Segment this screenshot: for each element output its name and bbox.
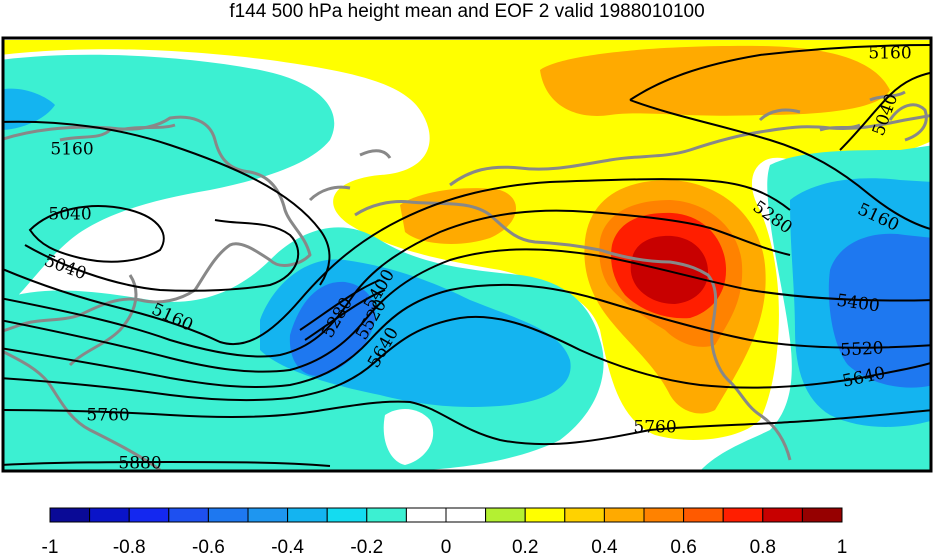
colorbar-swatch [762,507,803,523]
colorbar-tick-label: -1 [42,537,59,558]
coast-islands [359,90,906,159]
colorbar-tick-label: -0.4 [271,537,304,558]
colorbar-swatch [366,507,407,523]
contour-5640 [3,315,931,402]
colorbar-swatch [564,507,605,523]
neg-anomaly-northwest [3,54,335,309]
coast-japan [68,274,138,367]
contour-label: 5040 [48,205,91,225]
colorbar-tick-label: -0.2 [350,537,383,558]
colorbar-swatch [49,507,91,523]
colorbar-tick-label: 0.2 [512,537,538,558]
map-title: f144 500 hPa height mean and EOF 2 valid… [229,1,705,22]
colorbar-swatch [405,507,447,523]
colorbar-tick-label: 0 [441,537,452,558]
contour-label: 5160 [50,140,93,160]
colorbar-swatch [722,507,764,523]
contour-5040-big [24,219,300,292]
colorbar-swatch [524,507,566,523]
height-contours [3,44,931,467]
contour-inner-west [299,279,386,341]
neg-anomaly-south-blob-white [383,408,434,465]
colorbar-tick-label: 1 [837,537,848,558]
colorbar-swatch [485,507,526,523]
coast-greenland [888,103,928,142]
colorbar-swatch [603,507,645,523]
colorbar: -1 -0.8 -0.6 -0.4 -0.2 0 0.2 0.4 0.6 0.8 1 [42,507,848,558]
colorbar-swatch [326,507,368,523]
neg-anomaly-east-core [828,233,931,388]
contour-label: 5760 [86,406,129,426]
colorbar-swatch [168,507,209,523]
pos-anomaly-core-darkred [630,235,708,304]
contour-5400 [3,248,931,373]
colorbar-swatch [128,507,170,523]
contour-5760 [3,400,931,446]
contour-label: 5520 [840,338,884,360]
contour-5160-ne [629,44,931,101]
contour-label: 5880 [118,454,161,474]
colorbar-tick-label: 0.4 [591,537,618,558]
contour-5160-nw [3,120,331,286]
coast-bering [308,185,351,202]
contour-5160-w [3,178,791,346]
colorbar-swatch [801,507,843,523]
contour-5280 [3,209,791,358]
colorbar-swatch [89,507,130,523]
colorbar-swatch [207,507,249,523]
map-frame [1,36,933,473]
colorbar-tick-label: -0.8 [113,537,146,558]
neg-anomaly-northwest-blue [3,88,55,130]
contour-5040-ne [839,71,931,151]
colorbar-swatch [287,507,328,523]
contour-label: 5760 [633,418,676,438]
pos-anomaly-north-orange [540,45,890,116]
colorbar-swatch [683,507,724,523]
contour-5520 [3,283,931,388]
colorbar-swatch [247,507,289,523]
colorbar-tick-label: -0.6 [192,537,225,558]
contour-5040-w [28,205,165,263]
contour-label: 5160 [868,44,911,64]
contour-5160-e [629,99,931,231]
coast-china [3,349,161,471]
colorbar-swatch [445,507,487,523]
coast-asia [3,115,312,333]
neg-anomaly-south-core [289,281,376,376]
colorbar-tick-label: 0.8 [750,537,776,558]
contour-5880 [3,461,331,467]
coast-nw [59,123,176,142]
coastlines [3,90,931,471]
colorbar-swatch [643,507,685,523]
colorbar-tick-label: 0.6 [670,537,696,558]
